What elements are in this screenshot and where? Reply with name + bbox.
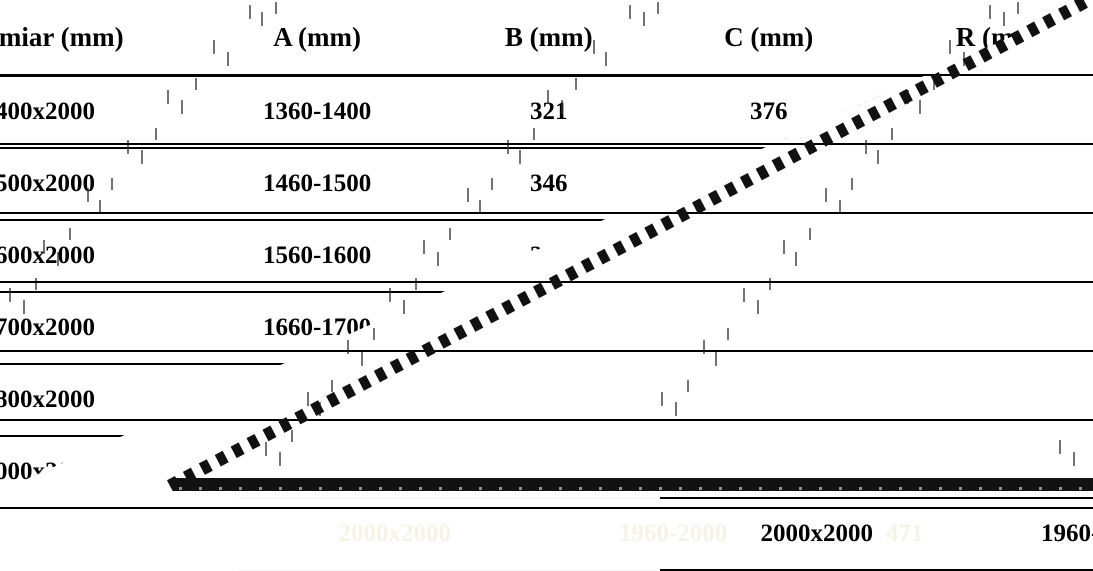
cell-r: 505-545	[879, 76, 1093, 148]
cell-rozmiar: 1800x2000	[0, 364, 196, 436]
cell-rozmiar: 2000x2000	[0, 436, 196, 508]
cell-r: 655-695	[879, 292, 1093, 364]
column-header-b: B (mm)	[439, 0, 659, 76]
cell-a: 1760-1800	[196, 364, 439, 436]
cell-b: 396	[439, 292, 659, 364]
cell-c: 526	[659, 436, 879, 508]
bottom-black-bar	[173, 478, 1093, 491]
table-main-layer: Rozmiar (mm) A (mm) B (mm) C (mm) R (mm)…	[0, 0, 1093, 509]
cell-rozmiar: 1500x2000	[0, 148, 196, 220]
cell-b: 346	[439, 148, 659, 220]
cell-r: 805-845	[879, 436, 1093, 508]
cell-c: 376	[659, 76, 879, 148]
cell-rozmiar: 1400x2000	[0, 76, 196, 148]
cell-c: 401	[659, 148, 879, 220]
column-header-r: R (mm)	[879, 0, 1093, 76]
column-header-c: C (mm)	[659, 0, 879, 76]
cell-b: 471	[439, 436, 659, 508]
cell-r: 555-595	[879, 148, 1093, 220]
cell-c: 476	[659, 364, 879, 436]
column-header-a: A (mm)	[196, 0, 439, 76]
cell-b: 421	[439, 364, 659, 436]
cell-rozmiar: 1600x2000	[0, 220, 196, 292]
cell-a: 1560-1600	[196, 220, 439, 292]
cell-c: 426	[659, 220, 879, 292]
cell-b: 371	[439, 220, 659, 292]
cell-a: 1360-1400	[196, 76, 439, 148]
cell-a: 1660-1700	[196, 292, 439, 364]
dimensions-table: Rozmiar (mm) A (mm) B (mm) C (mm) R (mm)…	[0, 0, 1093, 509]
table-header-row: Rozmiar (mm) A (mm) B (mm) C (mm) R (mm)	[0, 0, 1093, 76]
cell-r: 605-645	[879, 220, 1093, 292]
column-header-rozmiar: Rozmiar (mm)	[0, 0, 196, 76]
cell-a: 1460-1500	[196, 148, 439, 220]
cell-a: 1960-2000	[196, 436, 439, 508]
cell-b: 321	[439, 76, 659, 148]
cell-rozmiar: 1700x2000	[0, 292, 196, 364]
cell-c: 451	[659, 292, 879, 364]
cell-r: 705-745	[879, 364, 1093, 436]
